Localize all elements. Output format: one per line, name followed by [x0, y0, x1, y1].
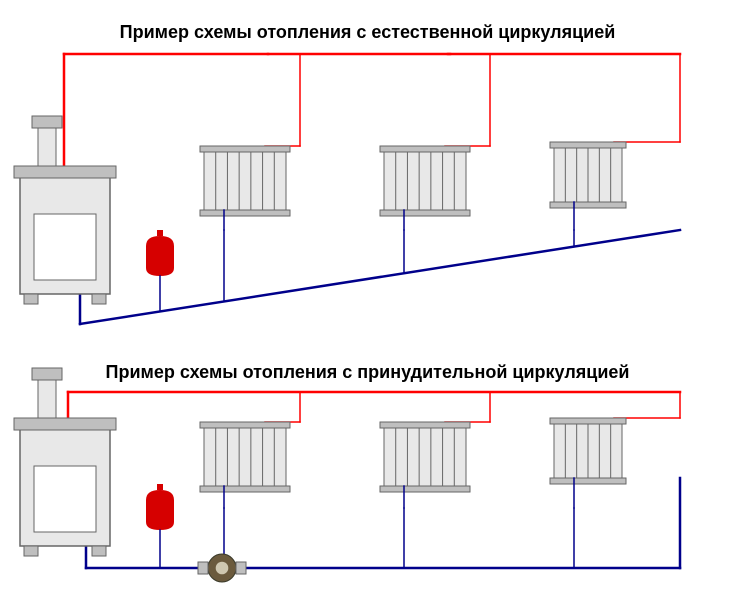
page: Пример схемы отопления с естественной ци…: [0, 0, 735, 610]
expansion-tank: [146, 230, 174, 276]
radiator: [380, 146, 470, 216]
radiator: [200, 422, 290, 492]
radiator: [380, 422, 470, 492]
radiator: [550, 142, 626, 208]
diagram-natural: [14, 54, 680, 324]
radiator: [550, 418, 626, 484]
radiator: [200, 146, 290, 216]
heating-boiler: [14, 368, 116, 556]
expansion-tank: [146, 484, 174, 530]
diagram-canvas: [0, 0, 735, 610]
diagram-forced: [14, 368, 680, 582]
circulation-pump: [198, 554, 246, 582]
